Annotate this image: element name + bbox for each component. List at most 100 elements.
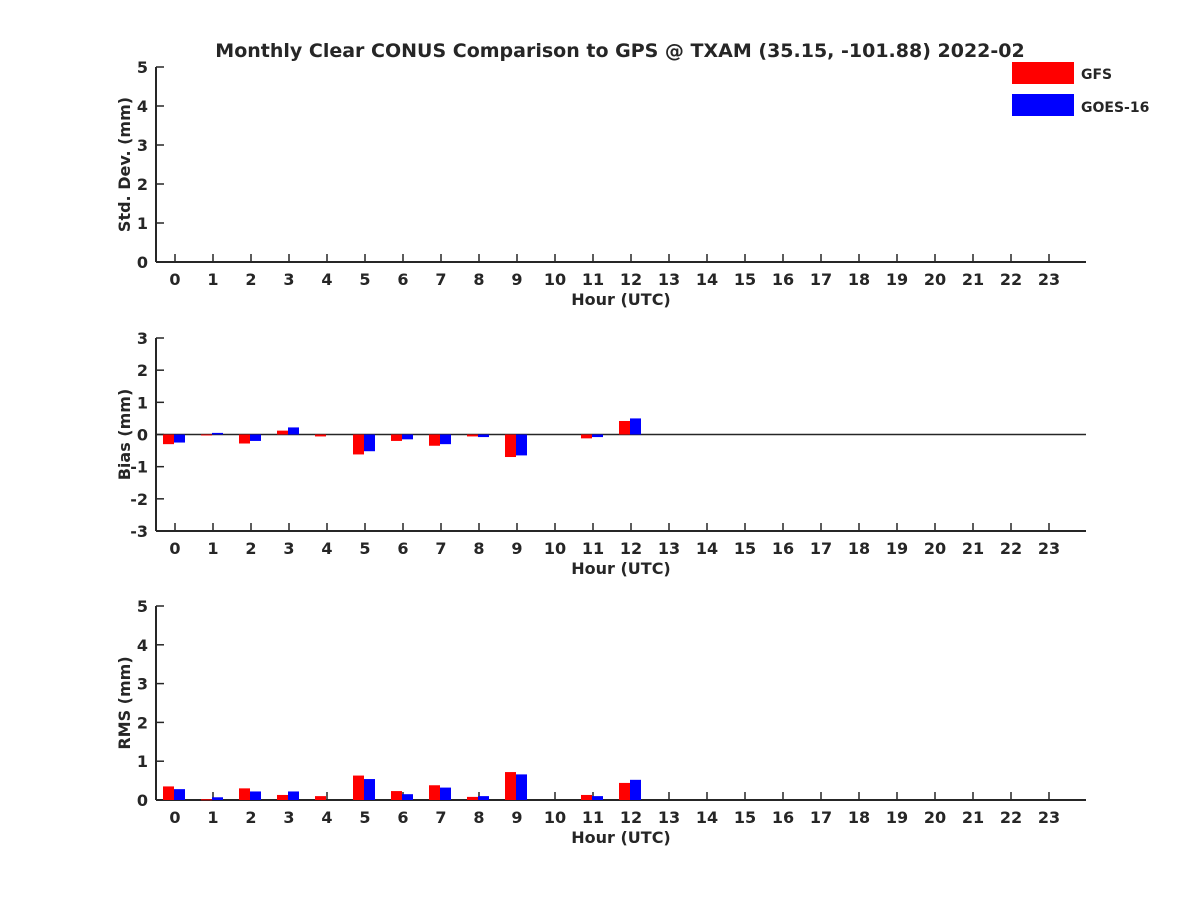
bar-gfs-hour-3	[277, 794, 288, 800]
x-tick-label: 23	[1038, 270, 1060, 289]
x-tick-label: 11	[582, 808, 604, 827]
y-tick-label: 5	[137, 597, 148, 616]
x-tick-label: 9	[511, 808, 522, 827]
y-tick-label: -1	[130, 458, 148, 477]
x-tick-label: 10	[544, 808, 566, 827]
x-tick-label: 19	[886, 539, 908, 558]
x-tick-label: 15	[734, 270, 756, 289]
x-tick-label: 21	[962, 808, 984, 827]
x-tick-label: 20	[924, 270, 946, 289]
x-tick-label: 12	[620, 539, 642, 558]
x-tick-label: 2	[245, 808, 256, 827]
x-tick-label: 19	[886, 270, 908, 289]
x-tick-label: 12	[620, 270, 642, 289]
x-tick-label: 22	[1000, 808, 1022, 827]
x-tick-label: 5	[359, 270, 370, 289]
x-tick-label: 8	[473, 270, 484, 289]
x-tick-label: 0	[169, 270, 180, 289]
x-tick-label: 9	[511, 539, 522, 558]
bar-gfs-hour-7	[429, 434, 440, 446]
x-tick-label: 2	[245, 270, 256, 289]
x-tick-label: 9	[511, 270, 522, 289]
y-tick-label: 2	[137, 713, 148, 732]
bar-gfs-hour-1	[201, 434, 212, 436]
x-tick-label: 23	[1038, 539, 1060, 558]
bar-goes16-hour-6	[402, 434, 413, 440]
x-tick-label: 16	[772, 539, 794, 558]
x-tick-label: 18	[848, 808, 870, 827]
x-tick-label: 4	[321, 539, 332, 558]
x-tick-label: 18	[848, 539, 870, 558]
y-tick-label: 1	[137, 752, 148, 771]
x-tick-label: 16	[772, 270, 794, 289]
x-tick-label: 17	[810, 270, 832, 289]
y-axis-label: Std. Dev. (mm)	[115, 97, 134, 232]
bar-gfs-hour-9	[505, 772, 516, 800]
bar-goes16-hour-1	[212, 797, 223, 800]
x-tick-label: 3	[283, 808, 294, 827]
bar-gfs-hour-8	[467, 434, 478, 437]
bar-goes16-hour-9	[516, 434, 527, 456]
bar-goes16-hour-2	[250, 791, 261, 800]
x-tick-label: 11	[582, 270, 604, 289]
x-tick-label: 3	[283, 539, 294, 558]
bar-goes16-hour-6	[402, 794, 413, 800]
bar-gfs-hour-3	[277, 430, 288, 435]
x-tick-label: 19	[886, 808, 908, 827]
y-tick-label: -2	[130, 490, 148, 509]
bar-gfs-hour-6	[391, 434, 402, 441]
bar-gfs-hour-4	[315, 796, 326, 800]
legend-label-gfs: GFS	[1081, 67, 1112, 83]
x-tick-label: 0	[169, 808, 180, 827]
x-tick-label: 17	[810, 808, 832, 827]
x-tick-label: 3	[283, 270, 294, 289]
bar-gfs-hour-1	[201, 799, 212, 801]
x-tick-label: 7	[435, 539, 446, 558]
x-axis-label: Hour (UTC)	[571, 828, 671, 847]
x-tick-label: 21	[962, 539, 984, 558]
x-tick-label: 14	[696, 808, 718, 827]
bar-goes16-hour-2	[250, 434, 261, 441]
x-tick-label: 6	[397, 539, 408, 558]
bar-goes16-hour-5	[364, 779, 375, 800]
bar-goes16-hour-3	[288, 427, 299, 435]
x-tick-label: 5	[359, 808, 370, 827]
bar-goes16-hour-1	[212, 432, 223, 435]
legend-swatch-goes16	[1012, 94, 1074, 116]
legend-swatch-gfs	[1012, 62, 1074, 84]
x-tick-label: 12	[620, 808, 642, 827]
bar-gfs-hour-0	[163, 434, 174, 445]
x-tick-label: 5	[359, 539, 370, 558]
x-tick-label: 10	[544, 270, 566, 289]
x-tick-label: 14	[696, 539, 718, 558]
x-tick-label: 18	[848, 270, 870, 289]
x-tick-label: 6	[397, 270, 408, 289]
y-axis-label: RMS (mm)	[115, 656, 134, 749]
x-tick-label: 7	[435, 808, 446, 827]
y-tick-label: 4	[137, 636, 148, 655]
x-tick-label: 11	[582, 539, 604, 558]
x-tick-label: 1	[207, 808, 218, 827]
x-tick-label: 22	[1000, 270, 1022, 289]
x-tick-label: 6	[397, 808, 408, 827]
x-tick-label: 23	[1038, 808, 1060, 827]
chart-title: Monthly Clear CONUS Comparison to GPS @ …	[215, 40, 1024, 62]
x-tick-label: 21	[962, 270, 984, 289]
x-tick-label: 1	[207, 270, 218, 289]
x-tick-label: 14	[696, 270, 718, 289]
x-tick-label: 4	[321, 808, 332, 827]
bar-goes16-hour-3	[288, 791, 299, 800]
bar-goes16-hour-12	[630, 418, 641, 435]
bar-gfs-hour-11	[581, 794, 592, 800]
x-tick-label: 20	[924, 539, 946, 558]
y-axis-label: Bias (mm)	[115, 389, 134, 481]
bar-goes16-hour-8	[478, 434, 489, 438]
y-tick-label: 1	[137, 393, 148, 412]
x-tick-label: 22	[1000, 539, 1022, 558]
bar-gfs-hour-12	[619, 782, 630, 800]
bar-gfs-hour-2	[239, 788, 250, 800]
x-tick-label: 2	[245, 539, 256, 558]
